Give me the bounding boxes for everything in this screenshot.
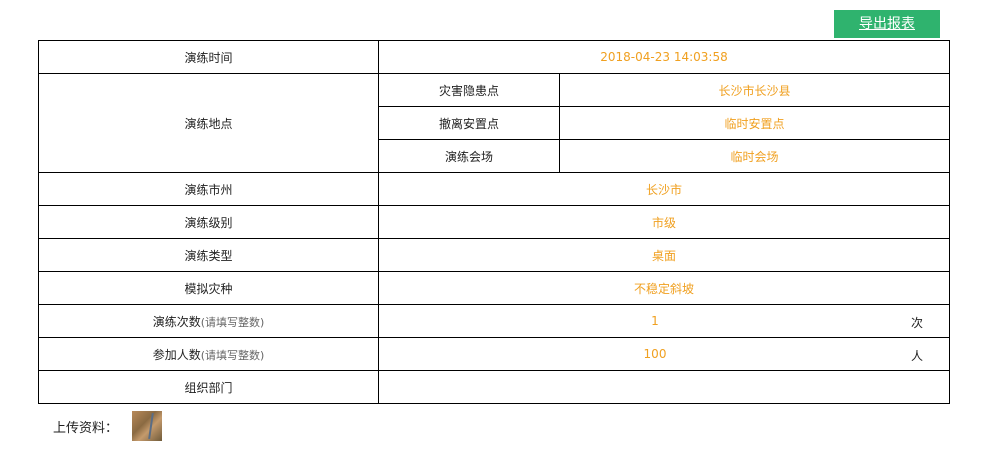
org-value — [378, 370, 950, 404]
label-text: 参加人数 — [152, 347, 201, 362]
sub-label: 演练会场 — [378, 139, 560, 173]
table-row: 演练市州 长沙市 — [38, 172, 950, 206]
label-hint: (请填写整数) — [200, 315, 265, 329]
row-label: 参加人数(请填写整数) — [38, 337, 379, 371]
unit-label: 人 — [910, 349, 923, 363]
label-text: 演练次数 — [152, 314, 201, 329]
evacuation-point-value: 临时安置点 — [559, 106, 950, 140]
row-label: 演练市州 — [38, 172, 379, 206]
level-value: 市级 — [378, 205, 950, 239]
drill-time-value: 2018-04-23 14:03:58 — [378, 40, 950, 74]
row-label: 演练地点 — [38, 73, 379, 173]
table-row: 演练地点 灾害隐患点 长沙市长沙县 — [38, 73, 950, 173]
table-row: 演练级别 市级 — [38, 205, 950, 239]
table-row: 演练类型 桌面 — [38, 238, 950, 272]
row-label: 演练类型 — [38, 238, 379, 272]
table-row: 组织部门 — [38, 370, 950, 404]
uploaded-image-thumbnail[interactable] — [132, 411, 162, 441]
row-label: 组织部门 — [38, 370, 379, 404]
row-label: 模拟灾种 — [38, 271, 379, 305]
venue-value: 临时会场 — [559, 139, 950, 173]
unit-label: 次 — [910, 316, 923, 330]
sub-label: 灾害隐患点 — [378, 73, 560, 107]
hazard-type-value: 不稳定斜坡 — [378, 271, 950, 305]
upload-label: 上传资料： — [53, 421, 119, 436]
drill-info-table: 演练时间 2018-04-23 14:03:58 演练地点 灾害隐患点 长沙市长… — [38, 40, 950, 404]
export-report-button[interactable]: 导出报表 — [834, 10, 940, 38]
row-label: 演练次数(请填写整数) — [38, 304, 379, 338]
table-row: 演练会场 临时会场 — [39, 139, 950, 173]
table-row: 撤离安置点 临时安置点 — [39, 106, 950, 140]
type-value: 桌面 — [378, 238, 950, 272]
table-row: 模拟灾种 不稳定斜坡 — [38, 271, 950, 305]
city-value: 长沙市 — [378, 172, 950, 206]
label-hint: (请填写整数) — [200, 348, 265, 362]
table-row: 参加人数(请填写整数) 100 人 — [38, 337, 950, 371]
participants-cell: 100 人 — [378, 337, 950, 371]
sub-label: 撤离安置点 — [378, 106, 560, 140]
participants-value: 100 — [643, 347, 667, 361]
drill-count-value: 1 — [651, 314, 659, 328]
row-label: 演练时间 — [38, 40, 379, 74]
row-label: 演练级别 — [38, 205, 379, 239]
table-row: 演练时间 2018-04-23 14:03:58 — [38, 40, 950, 74]
hazard-point-value: 长沙市长沙县 — [559, 73, 950, 107]
